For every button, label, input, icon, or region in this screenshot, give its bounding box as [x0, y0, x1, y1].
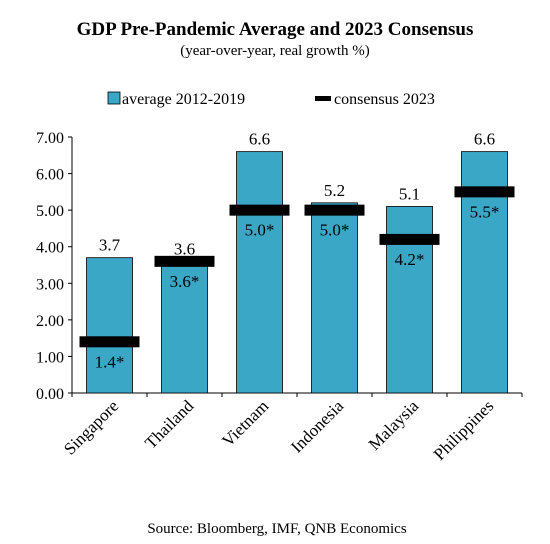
data-labels: 3.7 1.4* 3.6 3.6* 6.6 5.0* 5.2 5.0* 5.1 4.2* 6.6 5.… — [95, 130, 500, 372]
consensus-marker-malaysia — [379, 233, 440, 245]
consensus-marker-vietnam — [229, 204, 290, 216]
bar-vietnam — [236, 151, 283, 394]
consensus-marker-indonesia — [304, 204, 365, 216]
x-tick-label: Thailand — [141, 396, 198, 453]
x-tick-label: Philippines — [430, 396, 498, 464]
legend-bar-swatch — [107, 91, 121, 105]
legend-marker-swatch — [315, 96, 331, 101]
y-tick-label: 5.00 — [36, 203, 64, 220]
consensus-value-label: 5.5* — [470, 202, 500, 221]
x-tick-label: Indonesia — [287, 396, 347, 456]
y-axis: 0.00 1.00 2.00 3.00 4.00 5.00 6.00 7.00 — [36, 130, 523, 403]
y-tick-label: 1.00 — [36, 349, 64, 366]
bar-value-label: 6.6 — [474, 130, 495, 149]
consensus-value-label: 5.0* — [245, 221, 275, 240]
consensus-markers — [79, 186, 515, 348]
x-tick-label: Vietnam — [218, 396, 272, 450]
legend-marker-label: consensus 2023 — [334, 91, 435, 108]
y-tick-label: 6.00 — [36, 167, 64, 184]
bar-value-label: 5.2 — [324, 181, 345, 200]
bar-value-label: 5.1 — [399, 184, 420, 203]
consensus-value-label: 1.4* — [95, 352, 125, 371]
consensus-marker-thailand — [154, 255, 215, 267]
y-tick-label: 3.00 — [36, 276, 64, 293]
chart-subtitle: (year-over-year, real growth %) — [180, 43, 370, 59]
chart-source: Source: Bloomberg, IMF, QNB Economics — [147, 521, 406, 537]
legend-bar-label: average 2012-2019 — [122, 91, 245, 108]
bars — [86, 151, 508, 394]
x-tick-label: Malaysia — [365, 396, 423, 454]
y-tick-label: 0.00 — [36, 386, 64, 403]
x-tick-label: Singapore — [60, 396, 122, 458]
bar-value-label: 6.6 — [249, 130, 270, 149]
legend: average 2012-2019 consensus 2023 — [107, 91, 435, 108]
chart-title: GDP Pre-Pandemic Average and 2023 Consen… — [77, 19, 474, 40]
bar-value-label: 3.6 — [174, 239, 195, 258]
bar-singapore — [86, 257, 133, 394]
consensus-value-label: 3.6* — [170, 272, 200, 291]
bar-thailand — [161, 260, 208, 394]
consensus-value-label: 5.0* — [320, 221, 350, 240]
y-tick-label: 2.00 — [36, 313, 64, 330]
bar-indonesia — [311, 202, 358, 394]
consensus-value-label: 4.2* — [395, 250, 425, 269]
y-tick-label: 4.00 — [36, 240, 64, 257]
consensus-marker-singapore — [79, 336, 140, 348]
y-tick-label: 7.00 — [36, 130, 64, 147]
bar-value-label: 3.7 — [99, 236, 121, 255]
consensus-marker-philippines — [454, 186, 515, 198]
x-axis-labels: Singapore Thailand Vietnam Indonesia Malaysi… — [60, 396, 497, 464]
